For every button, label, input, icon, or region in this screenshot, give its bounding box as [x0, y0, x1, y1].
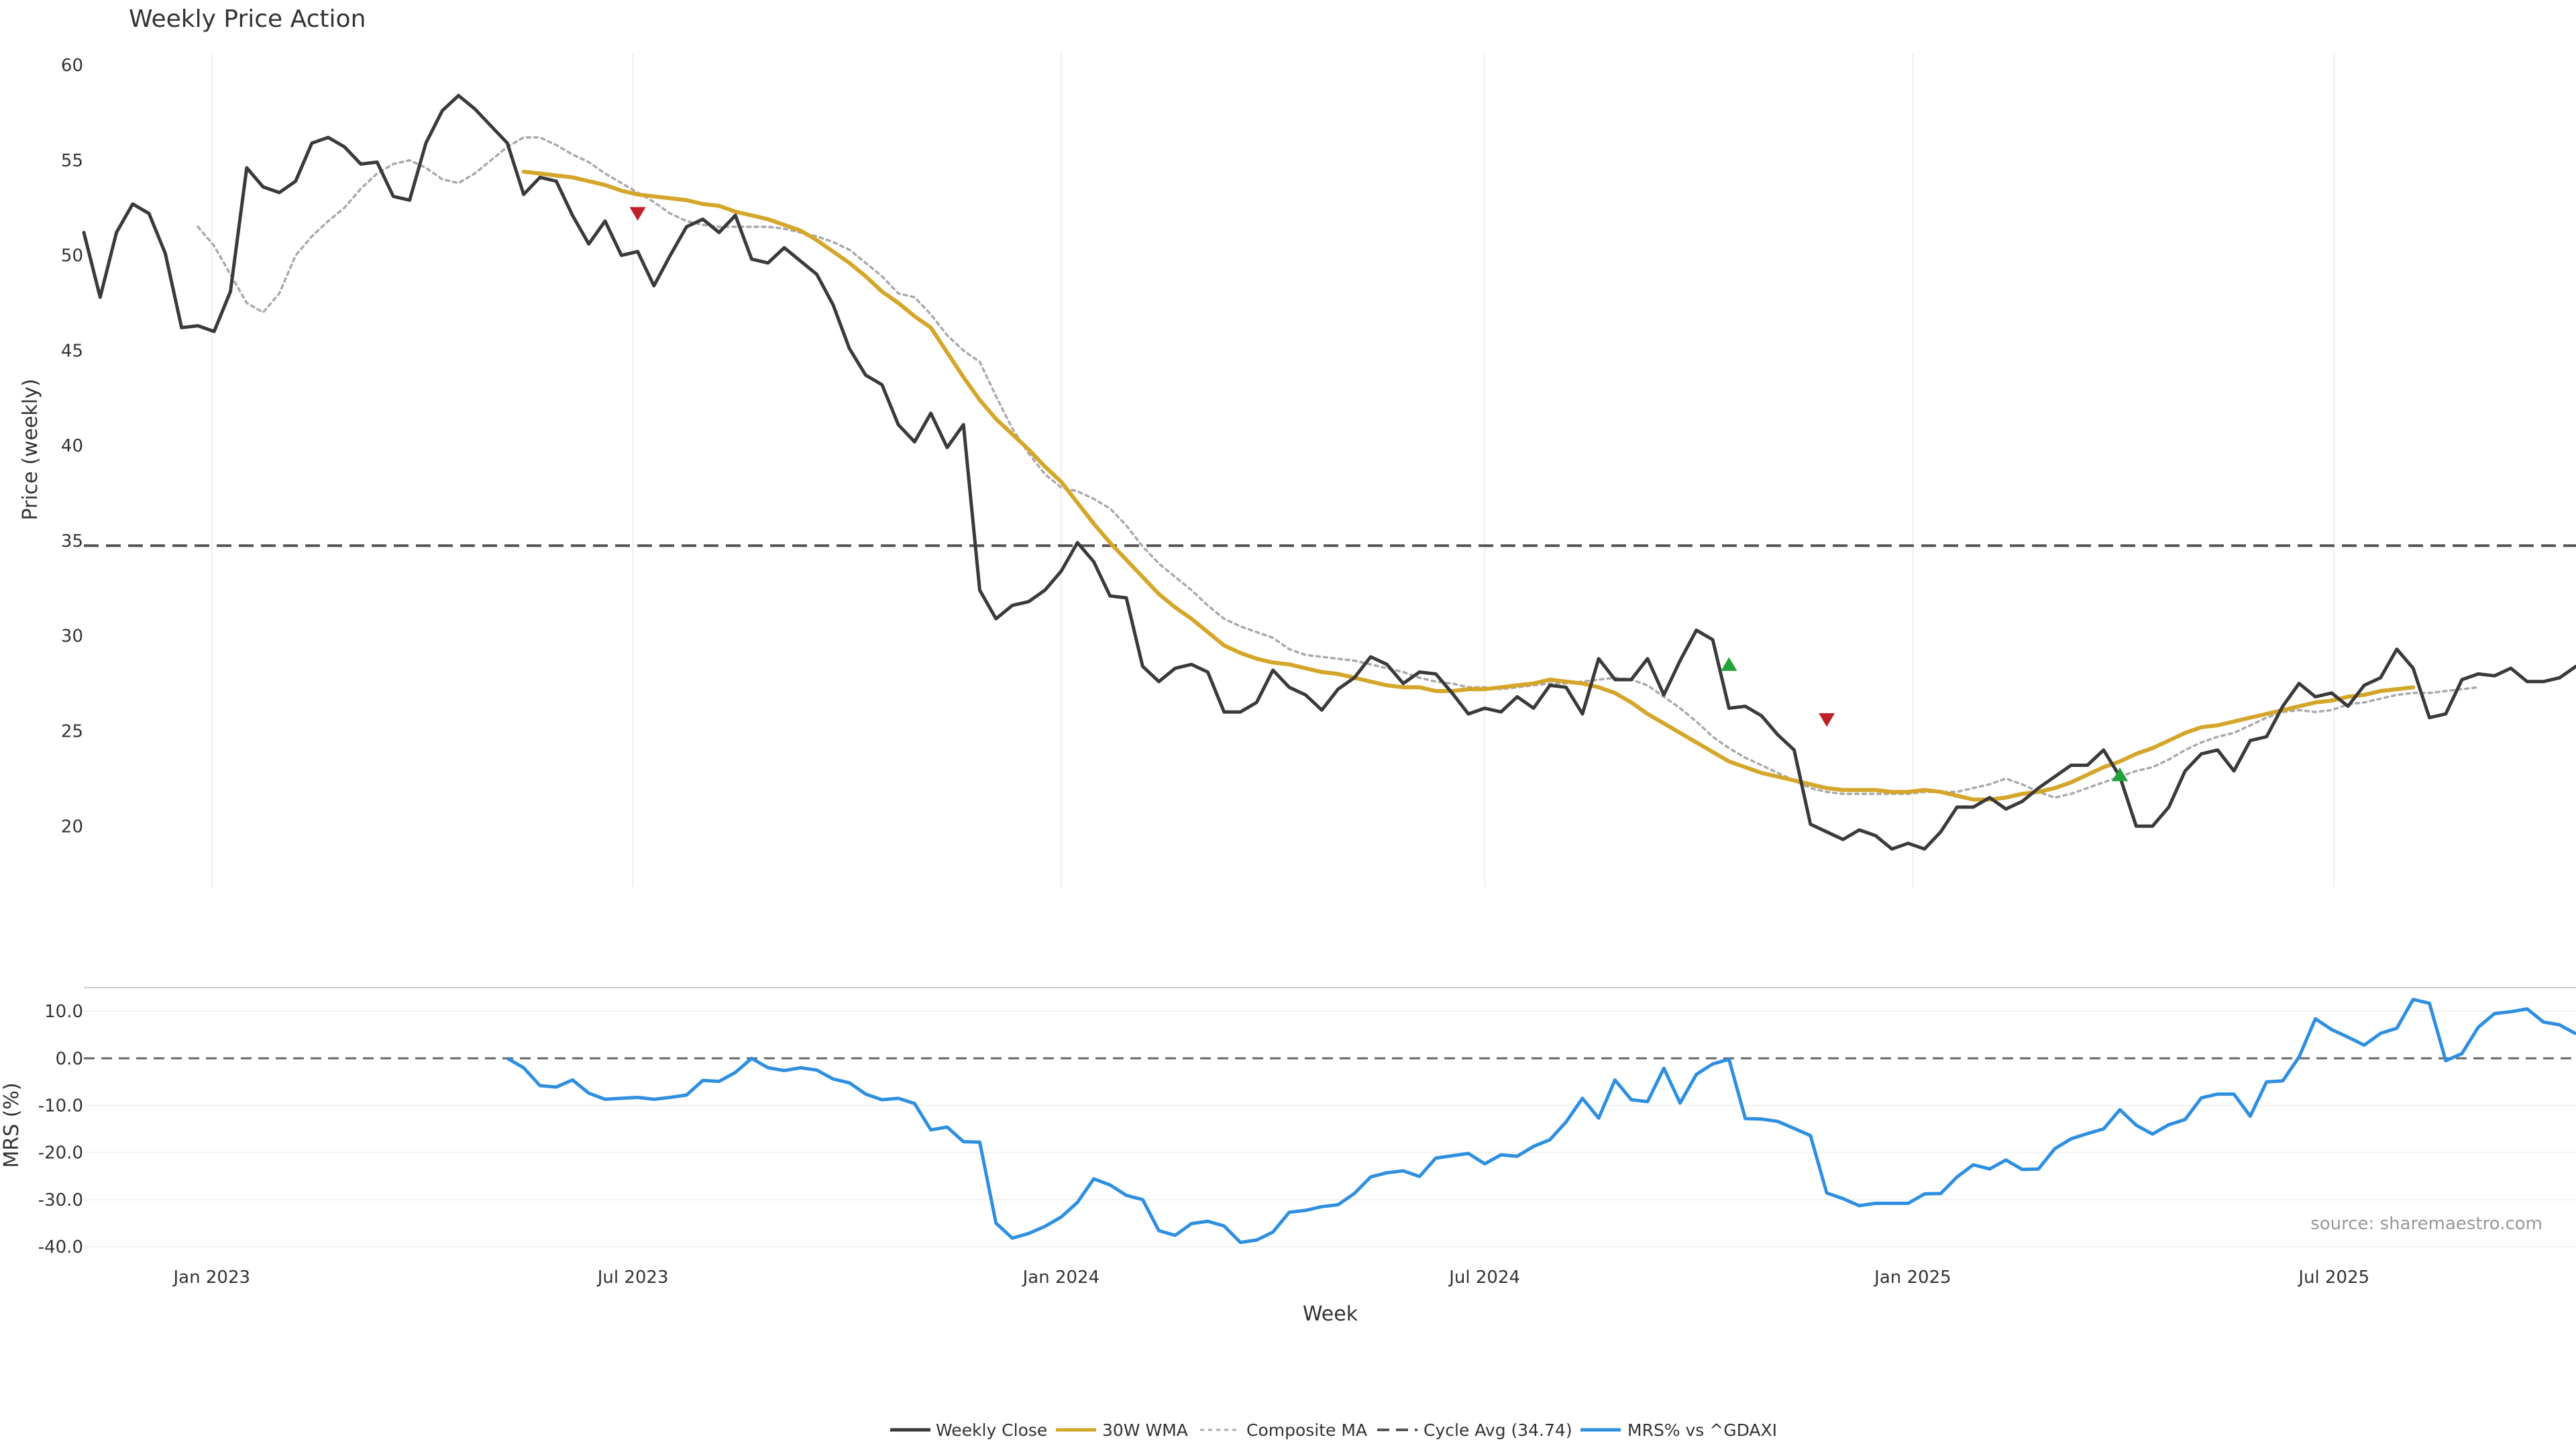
series-line-wma — [521, 169, 2416, 802]
series-line-composite — [197, 136, 2480, 799]
price-y-axis: 20 25 30 35 40 45 50 55 60 — [61, 56, 83, 837]
price-y-tick-40: 40 — [61, 436, 83, 456]
mrs-y-tick-40-0: -40.0 — [38, 1237, 83, 1257]
price-y-tick-20: 20 — [61, 817, 83, 837]
mrs-y-tick-20-0: -20.0 — [38, 1143, 83, 1163]
mrs-y-axis: -40.0 -30.0 -20.0 -10.0 0.0 10.0 — [38, 1002, 83, 1257]
x-tick-jan-2025: Jan 2025 — [1873, 1267, 1951, 1288]
series-line-mrs — [506, 998, 2576, 1245]
x-tick-jul-2023: Jul 2023 — [596, 1267, 669, 1288]
legend-item-composite: Composite MA — [1200, 1420, 1367, 1440]
chart-title: Weekly Price Action — [129, 5, 366, 33]
mrs-y-tick-0-0: 0.0 — [56, 1049, 83, 1069]
legend-label-cycle: Cycle Avg (34.74) — [1424, 1420, 1572, 1440]
price-y-tick-25: 25 — [61, 721, 83, 741]
mrs-y-tick-10-0: 10.0 — [44, 1002, 83, 1022]
legend-item-wma: 30W WMA — [1056, 1420, 1188, 1440]
legend-label-composite: Composite MA — [1246, 1420, 1367, 1440]
mrs-series-group — [506, 998, 2576, 1245]
legend: Weekly Close 30W WMA Composite MA Cycle … — [890, 1420, 1777, 1440]
mrs-y-axis-label: MRS (%) — [0, 1082, 23, 1168]
legend-item-close: Weekly Close — [890, 1420, 1047, 1440]
price-y-tick-55: 55 — [61, 151, 83, 171]
series-line-close — [82, 93, 2576, 851]
signal-markers — [629, 207, 2129, 782]
mrs-y-tick-30-0: -30.0 — [38, 1190, 83, 1210]
legend-item-cycle: Cycle Avg (34.74) — [1377, 1420, 1572, 1440]
legend-label-close: Weekly Close — [936, 1420, 1047, 1440]
price-y-axis-label: Price (weekly) — [19, 378, 42, 520]
price-y-tick-60: 60 — [61, 56, 83, 76]
x-tick-jul-2025: Jul 2025 — [2297, 1267, 2369, 1288]
mrs-panel-grid — [84, 987, 2576, 1247]
sell-signal-marker-1 — [629, 207, 646, 221]
price-y-tick-45: 45 — [61, 341, 83, 361]
price-series-group — [82, 93, 2576, 851]
x-tick-jul-2024: Jul 2024 — [1448, 1267, 1520, 1288]
sell-signal-marker-3 — [1819, 713, 1835, 727]
buy-signal-marker-2 — [1721, 657, 1737, 671]
source-label: source: sharemaestro.com — [2310, 1214, 2542, 1234]
mrs-y-tick-10-0: -10.0 — [38, 1096, 83, 1116]
x-axis-label: Week — [1303, 1302, 1358, 1326]
price-y-tick-35: 35 — [61, 531, 83, 552]
buy-signal-marker-4 — [2112, 767, 2129, 782]
x-tick-jan-2024: Jan 2024 — [1022, 1267, 1100, 1288]
legend-label-wma: 30W WMA — [1102, 1420, 1188, 1440]
x-tick-jan-2023: Jan 2023 — [172, 1267, 251, 1288]
price-y-tick-50: 50 — [61, 246, 83, 266]
price-y-tick-30: 30 — [61, 627, 83, 647]
legend-item-mrs: MRS% vs ^GDAXI — [1580, 1420, 1777, 1440]
legend-label-mrs: MRS% vs ^GDAXI — [1627, 1420, 1777, 1440]
x-axis: Jan 2023 Jul 2023 Jan 2024 Jul 2024 Jan 2025… — [172, 1267, 2370, 1288]
price-panel-grid — [211, 54, 2335, 887]
